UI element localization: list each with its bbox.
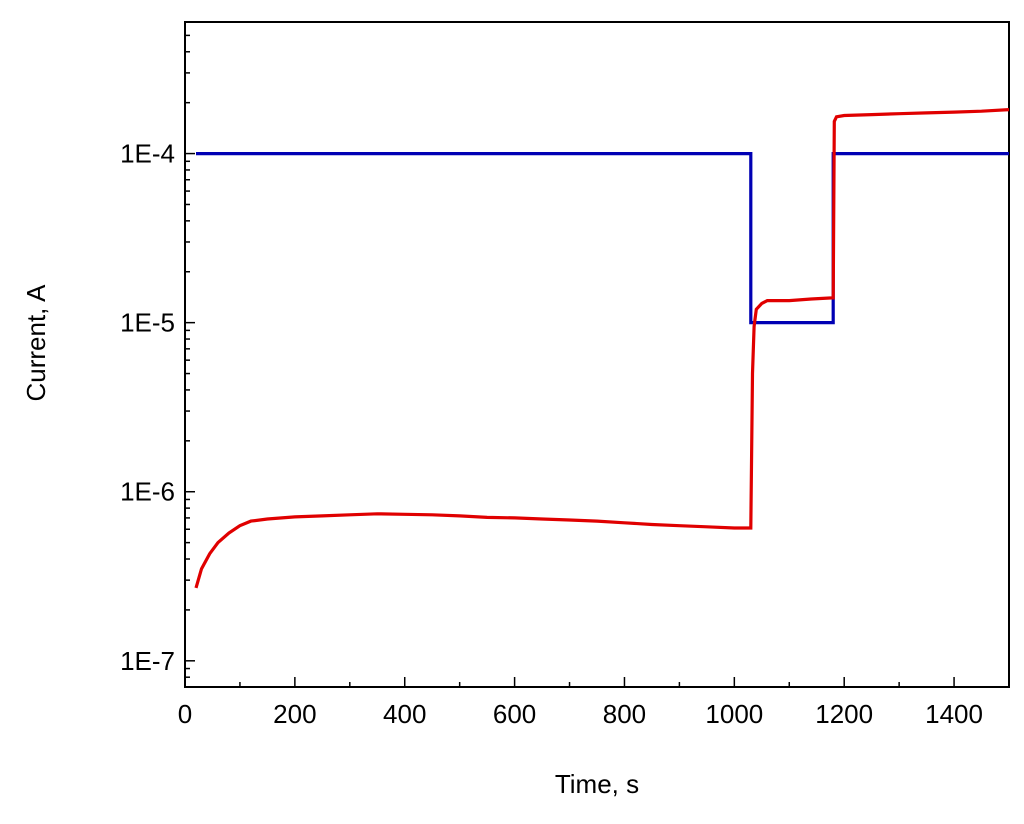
x-tick-label: 1000 xyxy=(705,699,763,729)
y-tick-label: 1E-7 xyxy=(120,646,175,676)
series-line-0 xyxy=(196,154,1009,323)
x-tick-label: 1200 xyxy=(815,699,873,729)
y-tick-label: 1E-4 xyxy=(120,139,175,169)
x-tick-label: 600 xyxy=(493,699,536,729)
x-tick-label: 1400 xyxy=(925,699,983,729)
y-tick-label: 1E-5 xyxy=(120,308,175,338)
plot-frame xyxy=(185,22,1009,687)
x-axis-title: Time, s xyxy=(555,769,639,799)
series-layer xyxy=(196,110,1009,588)
x-tick-label: 200 xyxy=(273,699,316,729)
y-tick-label: 1E-6 xyxy=(120,477,175,507)
axes-layer: 0 200 400 600 800 1000 1200 1400 1E-7 1E-6 1E-5 1E-… xyxy=(120,35,1009,729)
x-tick-label: 400 xyxy=(383,699,426,729)
y-axis-title: Current, A xyxy=(21,284,51,402)
plot-area xyxy=(185,22,1009,687)
series-line-1 xyxy=(196,110,1009,588)
x-tick-label: 800 xyxy=(603,699,646,729)
x-tick-label: 0 xyxy=(178,699,192,729)
